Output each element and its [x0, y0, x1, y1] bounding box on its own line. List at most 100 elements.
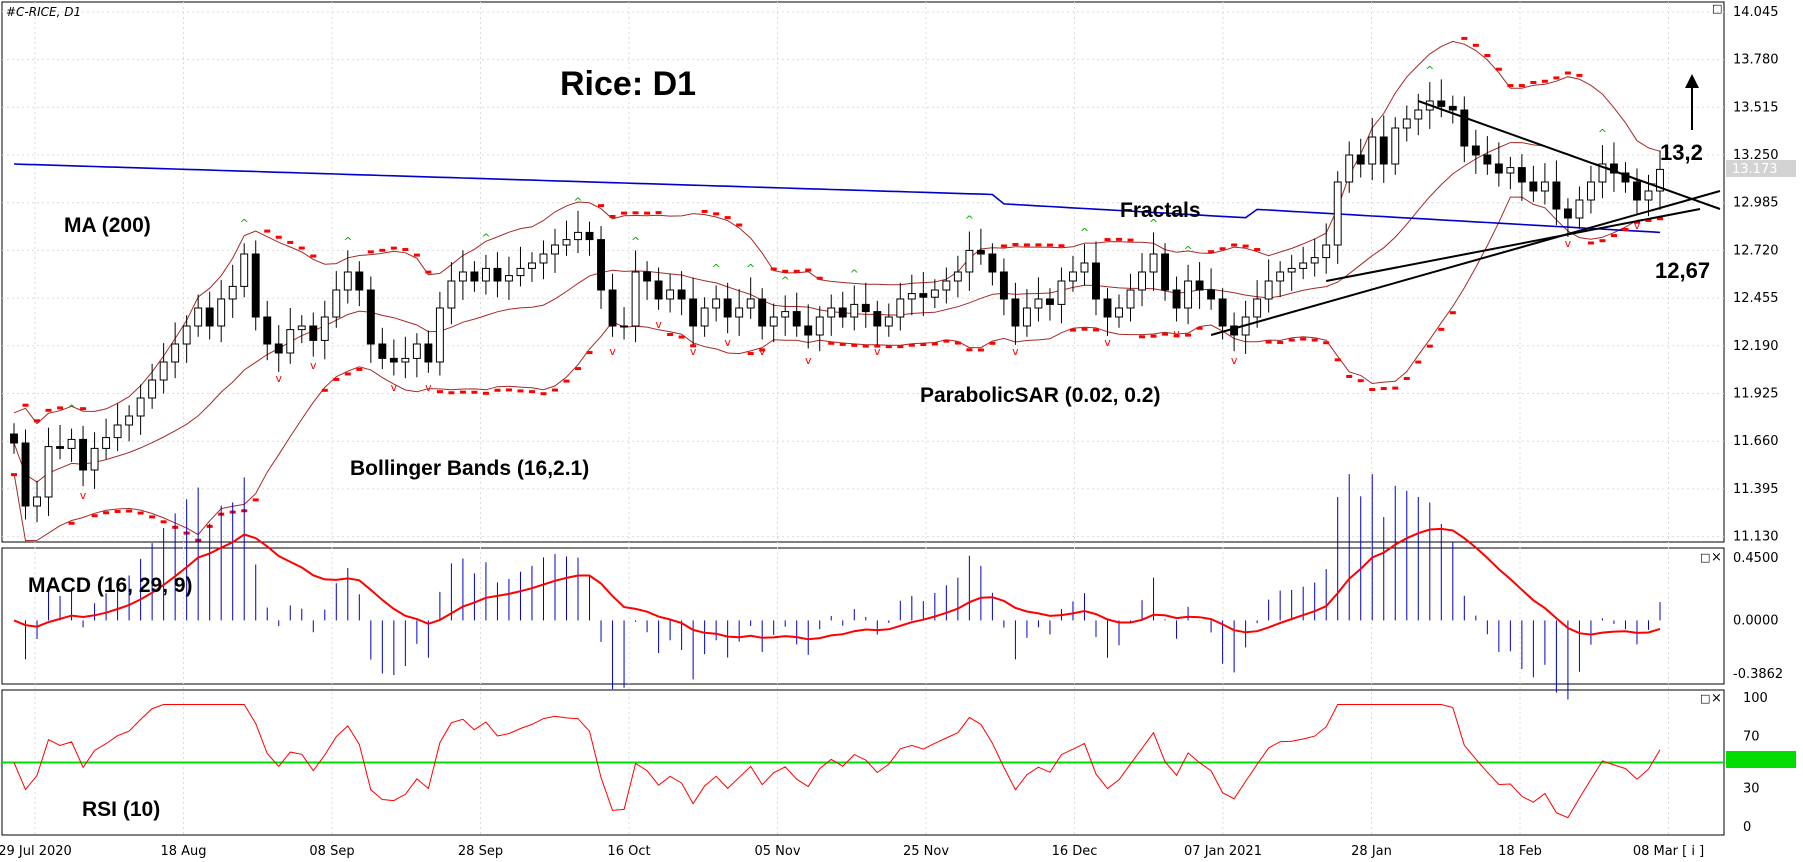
fractal-up-icon: ^ [746, 262, 755, 275]
candle-up [113, 424, 122, 439]
fractal-up-icon: ^ [1080, 226, 1089, 239]
fractal-down-icon: v [1012, 345, 1019, 358]
macd-label: MACD (16, 29, 9) [28, 574, 193, 597]
candle-up [1149, 253, 1158, 273]
candle-up [412, 343, 421, 359]
candle-up [481, 267, 490, 282]
candle-down [309, 325, 318, 341]
fractal-down-icon: v [310, 359, 317, 372]
candle-down [976, 249, 985, 255]
macd-tick: 0.0000 [1733, 613, 1779, 628]
candle-down [1207, 289, 1216, 300]
candle-down [1483, 154, 1492, 165]
candle-down [1552, 181, 1561, 210]
date-tick: 25 Nov [903, 844, 949, 859]
rsi-tick: 70 [1743, 730, 1760, 745]
fractals-label: Fractals [1120, 199, 1201, 222]
fractal-up-icon: ^ [1183, 244, 1192, 257]
fractal-down-icon: v [655, 318, 662, 331]
candle-up [907, 293, 916, 300]
candle-up [942, 280, 951, 291]
candle-up [1264, 280, 1273, 300]
fractal-down-icon: v [1565, 237, 1572, 250]
psar-label: ParabolicSAR (0.02, 0.2) [920, 384, 1160, 407]
date-tick: 08 Sep [309, 844, 354, 859]
candle-up [516, 267, 525, 277]
candle-up [1310, 257, 1319, 264]
candle-up [102, 437, 111, 449]
candle-up [343, 271, 352, 291]
candle-up [1586, 181, 1595, 201]
candle-up [1184, 280, 1193, 309]
candle-up [44, 446, 53, 498]
fractal-down-icon: v [1104, 336, 1111, 349]
candle-up [1126, 289, 1135, 309]
fractal-up-icon: ^ [240, 217, 249, 230]
candle-up [1414, 109, 1423, 120]
candle-down [1494, 163, 1503, 174]
price-tick: 13.250 [1733, 148, 1779, 163]
candle-up [1138, 271, 1146, 291]
macd-tick: -0.3862 [1733, 667, 1783, 682]
candle-up [631, 271, 640, 327]
candle-down [1218, 298, 1227, 327]
candle-up [562, 239, 571, 246]
candle-up [332, 289, 341, 318]
price-axis: 14.045 13.780 13.515 13.250 12.985 12.720 12.4… [1733, 5, 1779, 545]
fractal-down-icon: v [805, 354, 812, 367]
candle-up [1540, 181, 1549, 192]
date-tick: 28 Sep [458, 844, 503, 859]
candle-down [1517, 167, 1526, 183]
ma200-line [13, 163, 1661, 234]
candle-down [1161, 253, 1170, 291]
candle-up [1402, 118, 1411, 129]
candle-up [401, 357, 410, 363]
candle-up [528, 262, 536, 269]
rsi-tick: 100 [1743, 691, 1768, 706]
candle-down [10, 433, 18, 444]
candle-down [424, 343, 433, 363]
date-axis: 29 Jul 2020 18 Aug 08 Sep 28 Sep 16 Oct 05 No… [0, 844, 1704, 859]
macd-restore-icon[interactable]: □ [1700, 551, 1710, 564]
candle-up [1253, 298, 1262, 318]
candle-down [1103, 298, 1112, 318]
candle-up [1115, 307, 1123, 318]
resistance-trendline [1417, 100, 1721, 210]
macd-plot [13, 474, 1661, 700]
candle-down [1610, 163, 1618, 174]
fractal-down-icon: v [275, 372, 282, 385]
candle-up [620, 325, 629, 328]
candle-down [1460, 109, 1469, 147]
rsi-close-icon[interactable]: × [1711, 691, 1722, 706]
candle-down [873, 311, 882, 327]
fractal-down-icon: v [425, 381, 432, 394]
candle-up [953, 271, 962, 282]
rsi-restore-icon[interactable]: □ [1700, 692, 1710, 705]
candle-up [159, 361, 168, 381]
candle-down [608, 289, 617, 327]
price-restore-icon[interactable]: □ [1712, 2, 1722, 15]
fractal-up-icon: ^ [343, 235, 352, 248]
candle-up [1598, 163, 1607, 183]
price-tick: 13.515 [1733, 100, 1779, 115]
candle-down [1563, 208, 1572, 219]
macd-pane [1, 547, 1725, 685]
candle-up [574, 231, 582, 241]
candle-down [758, 298, 767, 327]
fractal-down-icon: v [874, 345, 881, 358]
price-tick: 12.455 [1733, 291, 1779, 306]
price-tick: 12.985 [1733, 196, 1779, 211]
candle-down [1379, 136, 1388, 165]
macd-tick: 0.4500 [1733, 551, 1779, 566]
candle-up [1080, 262, 1089, 273]
date-tick: 18 Aug [160, 844, 206, 859]
candle-down [1195, 280, 1204, 291]
candle-up [965, 249, 974, 273]
candle-down [654, 280, 663, 300]
fractal-down-icon: v [690, 345, 697, 358]
macd-signal [13, 527, 1661, 641]
candle-down [1045, 298, 1054, 305]
candle-up [125, 415, 134, 426]
macd-close-icon[interactable]: × [1711, 550, 1722, 565]
symbol-label: #C-RICE, D1 [6, 5, 81, 19]
